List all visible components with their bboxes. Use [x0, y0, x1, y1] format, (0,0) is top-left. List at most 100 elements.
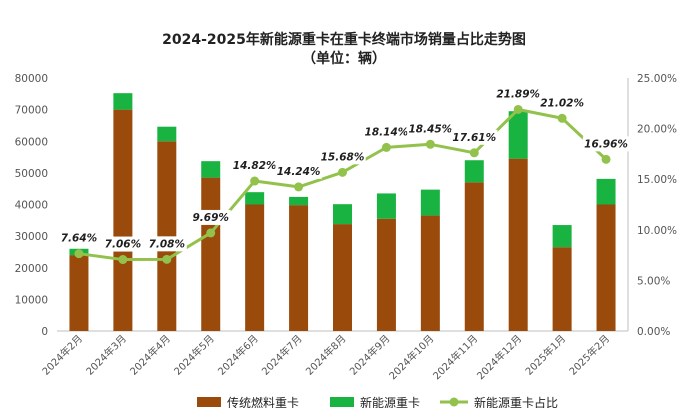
y-left-tick-label: 70000	[15, 105, 48, 117]
y-left-tick-label: 40000	[15, 200, 48, 212]
data-label: 14.24%	[277, 166, 321, 178]
legend-swatch-new-energy	[330, 397, 354, 407]
bar-new-energy	[113, 93, 133, 110]
bar-new-energy	[508, 111, 528, 159]
ratio-point	[74, 249, 84, 259]
y-left-tick-label: 10000	[15, 294, 48, 306]
bar-traditional-fuel	[157, 141, 177, 331]
ratio-point	[250, 176, 260, 186]
x-tick-label: 2024年6月	[215, 332, 261, 378]
bar-new-energy	[245, 192, 265, 205]
x-tick-label: 2024年11月	[430, 332, 480, 382]
data-label-bg	[538, 95, 586, 111]
legend-marker-ratio	[449, 397, 459, 407]
data-label-bg	[102, 236, 143, 252]
bar-traditional-fuel	[596, 204, 616, 331]
bar-new-energy	[420, 189, 440, 216]
data-label-bg	[494, 86, 542, 102]
ratio-point	[294, 182, 304, 192]
x-tick-label: 2024年3月	[83, 332, 129, 378]
y-right-tick-label: 20.00%	[637, 124, 677, 136]
bar-traditional-fuel	[69, 255, 89, 331]
data-label: 21.02%	[540, 97, 584, 109]
bar-new-energy	[464, 160, 484, 183]
y-left-tick-label: 30000	[15, 231, 48, 243]
legend-label-traditional: 传统燃料重卡	[227, 395, 299, 408]
bar-traditional-fuel	[201, 177, 221, 331]
bar-traditional-fuel	[113, 109, 133, 331]
bar-traditional-fuel	[552, 247, 572, 331]
bar-traditional-fuel	[420, 215, 440, 331]
ratio-point	[425, 139, 435, 149]
legend-swatch-traditional	[197, 397, 221, 407]
data-label: 18.14%	[365, 126, 409, 138]
y-left-tick-label: 20000	[15, 263, 48, 275]
data-label-bg	[275, 163, 322, 179]
x-tick-label: 2024年4月	[127, 332, 173, 378]
bars	[69, 93, 616, 331]
ratio-point	[118, 255, 128, 265]
ratio-point	[162, 254, 172, 264]
data-label-bg	[58, 230, 99, 246]
data-label-bg	[363, 124, 410, 140]
data-label: 16.96%	[584, 138, 628, 150]
legend-label-new-energy: 新能源重卡	[360, 395, 420, 408]
x-tick-label: 2025年1月	[522, 332, 568, 378]
bar-traditional-fuel	[464, 182, 484, 331]
bar-new-energy	[552, 225, 572, 248]
bar-new-energy	[289, 196, 309, 206]
data-label: 17.61%	[452, 132, 496, 144]
legend-label-ratio: 新能源重卡占比	[474, 395, 558, 408]
x-tick-label: 2024年10月	[386, 332, 436, 382]
y-left-tick-label: 80000	[15, 73, 48, 85]
x-tick-label: 2024年5月	[171, 332, 217, 378]
bar-new-energy	[333, 204, 352, 225]
y-right-tick-label: 15.00%	[637, 174, 677, 186]
ratio-point	[338, 167, 347, 177]
data-label-bg	[190, 209, 231, 225]
ratio-point	[601, 154, 611, 164]
chart-subtitle: （单位：辆）	[302, 50, 386, 67]
y-left-tick-label: 60000	[15, 136, 48, 148]
x-tick-label: 2024年9月	[347, 332, 393, 378]
data-label: 18.45%	[408, 123, 452, 135]
bar-new-energy	[596, 178, 616, 205]
ratio-point	[469, 148, 479, 158]
bar-new-energy	[376, 193, 396, 219]
data-label: 15.68%	[321, 151, 365, 163]
ratio-point	[381, 142, 391, 152]
ratio-line	[74, 104, 611, 265]
legend: 传统燃料重卡 新能源重卡 新能源重卡占比	[197, 395, 558, 408]
data-label: 7.64%	[61, 233, 97, 245]
y-left-tick-label: 0	[41, 326, 48, 338]
data-label-bg	[451, 129, 498, 145]
x-tick-label: 2024年7月	[259, 332, 305, 378]
y-right-tick-label: 25.00%	[637, 73, 677, 85]
bar-traditional-fuel	[245, 204, 265, 331]
bar-traditional-fuel	[376, 218, 396, 331]
data-label: 21.89%	[496, 88, 540, 100]
data-label-bg	[231, 158, 278, 174]
data-label-bg	[407, 121, 454, 137]
bar-traditional-fuel	[508, 158, 528, 331]
bar-new-energy	[157, 126, 177, 142]
data-label: 7.06%	[105, 239, 141, 251]
y-right-tick-label: 0.00%	[637, 326, 670, 338]
x-tick-label: 2025年2月	[566, 332, 612, 378]
ratio-point	[513, 104, 523, 114]
bar-traditional-fuel	[289, 205, 309, 331]
data-label: 9.69%	[193, 212, 229, 224]
ratio-point	[206, 228, 216, 238]
y-right-tick-label: 10.00%	[637, 225, 677, 237]
data-label: 7.08%	[149, 238, 185, 250]
ratio-point	[557, 113, 567, 123]
bar-traditional-fuel	[333, 224, 352, 331]
x-tick-label: 2024年8月	[303, 332, 349, 378]
bar-new-energy	[201, 161, 221, 178]
data-label-bg	[582, 136, 630, 152]
data-label: 14.82%	[233, 160, 277, 172]
y-left-tick-label: 50000	[15, 168, 48, 180]
x-tick-label: 2024年12月	[474, 332, 524, 382]
